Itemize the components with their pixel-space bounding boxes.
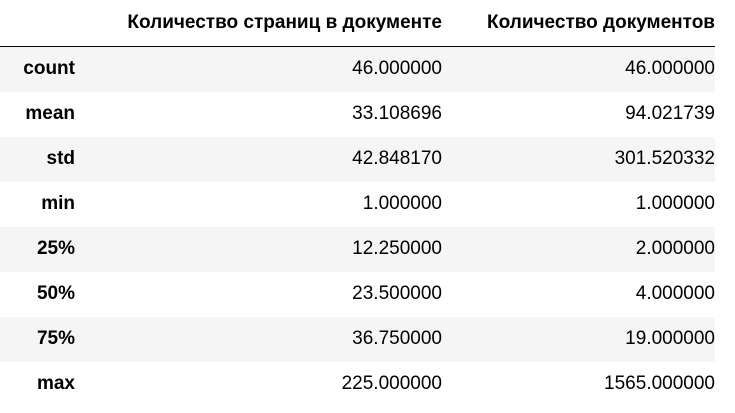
cell-pages: 1.000000 (362, 193, 442, 214)
cell-pages: 33.108696 (352, 103, 442, 124)
row-label: 25% (36, 238, 75, 259)
cell-pages: 23.500000 (352, 283, 442, 304)
table-row: max 225.000000 1565.000000 (0, 361, 715, 407)
row-label: max (36, 373, 75, 394)
table-row: 25% 12.250000 2.000000 (0, 226, 715, 272)
cell-docs: 94.021739 (625, 103, 715, 124)
cell-docs: 2.000000 (635, 238, 715, 259)
column-header-docs: Количество документов (442, 0, 715, 47)
header-row: Количество страниц в документе Количеств… (0, 0, 715, 47)
row-label: std (46, 148, 76, 169)
table-row: count 46.000000 46.000000 (0, 46, 715, 92)
cell-pages: 225.000000 (341, 373, 442, 394)
cell-docs: 301.520332 (614, 148, 715, 169)
cell-pages: 46.000000 (352, 58, 442, 80)
row-label: 50% (36, 283, 75, 304)
column-header-pages: Количество страниц в документе (75, 0, 442, 47)
cell-docs: 1.000000 (635, 193, 715, 214)
table-body: count 46.000000 46.000000 mean 33.108696… (0, 46, 715, 407)
index-header (0, 0, 75, 47)
cell-pages: 12.250000 (352, 238, 442, 259)
table-row: 50% 23.500000 4.000000 (0, 271, 715, 317)
cell-pages: 42.848170 (352, 148, 442, 169)
row-label: mean (25, 103, 75, 124)
cell-docs: 4.000000 (635, 283, 715, 304)
table-header: Количество страниц в документе Количеств… (0, 0, 715, 47)
cell-docs: 46.000000 (625, 58, 715, 80)
table-row: 75% 36.750000 19.000000 (0, 316, 715, 362)
cell-docs: 19.000000 (625, 328, 715, 349)
table-row: std 42.848170 301.520332 (0, 136, 715, 182)
cell-pages: 36.750000 (352, 328, 442, 349)
row-label: min (41, 193, 75, 214)
row-label: count (23, 58, 75, 80)
table-row: mean 33.108696 94.021739 (0, 91, 715, 137)
table-row: min 1.000000 1.000000 (0, 181, 715, 227)
cell-docs: 1565.000000 (604, 373, 715, 394)
row-label: 75% (36, 328, 75, 349)
describe-table: Количество страниц в документе Количеств… (0, 0, 715, 407)
